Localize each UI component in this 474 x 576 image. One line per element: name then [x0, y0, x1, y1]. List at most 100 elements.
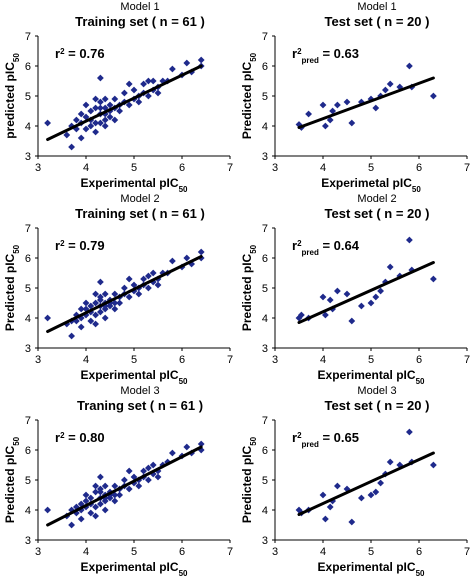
y-tick-label: 3 [25, 151, 31, 163]
data-point [348, 518, 356, 526]
data-point [125, 80, 133, 88]
y-axis-label: Predicted pIC50 [3, 436, 21, 523]
x-tick-label: 5 [368, 354, 374, 366]
data-point [326, 503, 334, 511]
y-tick-label: 4 [262, 505, 268, 517]
y-tick-label: 6 [262, 445, 268, 457]
data-point [322, 311, 329, 319]
data-point [358, 494, 365, 502]
data-point [135, 98, 143, 106]
data-point [73, 116, 80, 124]
y-tick-label: 7 [262, 415, 268, 427]
x-tick-label: 4 [320, 162, 326, 174]
regression-line [297, 451, 435, 516]
data-point [68, 506, 75, 514]
data-point [125, 467, 133, 475]
x-tick-label: 3 [272, 354, 278, 366]
data-point [97, 473, 104, 481]
x-tick-label: 4 [83, 162, 89, 174]
data-point [121, 476, 128, 484]
data-point [319, 101, 327, 109]
y-tick-label: 6 [25, 253, 31, 265]
data-point [319, 293, 327, 301]
data-point [101, 506, 109, 514]
y-tick-label: 7 [262, 223, 268, 235]
y-axis-label: Predicted pIC50 [240, 52, 258, 139]
r-squared-annotation: r2pred = 0.64 [292, 238, 360, 257]
x-axis-label: Experimental pIC50 [81, 560, 188, 576]
data-point [295, 506, 303, 514]
x-tick-label: 5 [368, 546, 374, 558]
scatter-panel-3: Model 2 Training set ( n = 61 ) 3 4 5 6 7 3 4 5 6 7… [0, 192, 237, 386]
data-point [430, 461, 437, 469]
x-tick-label: 5 [131, 354, 137, 366]
r-squared-annotation: r2pred = 0.65 [292, 430, 359, 449]
data-point [169, 449, 176, 457]
y-tick-label: 5 [262, 91, 268, 103]
data-point [169, 65, 176, 73]
x-tick-label: 5 [131, 546, 137, 558]
data-point [68, 332, 75, 340]
data-point [44, 314, 51, 322]
data-point [343, 290, 351, 298]
data-point [372, 104, 380, 112]
data-point [106, 101, 114, 109]
scatter-panel-2: Model 1 Test set ( n = 20 ) 3 4 5 6 7 3 4 5 6 7 Expe… [237, 0, 474, 194]
r-squared-annotation: r2pred = 0.63 [292, 46, 359, 65]
data-point [197, 56, 205, 64]
data-point [82, 125, 90, 133]
data-point [334, 287, 341, 295]
y-axis-label: Predicted pIC50 [240, 244, 258, 331]
chart-title: Test set ( n = 20 ) [325, 398, 430, 413]
y-tick-label: 5 [25, 91, 31, 103]
data-point [68, 143, 75, 151]
y-axis-label: predicted pIC50 [3, 53, 21, 139]
regression-line [297, 261, 435, 324]
data-point [92, 512, 99, 520]
data-point [97, 278, 104, 286]
y-tick-label: 3 [25, 535, 31, 547]
model-label: Model 1 [120, 1, 159, 13]
chart-title: Test set ( n = 20 ) [325, 14, 430, 29]
data-point [319, 491, 327, 499]
data-point [101, 314, 109, 322]
y-tick-label: 7 [25, 415, 31, 427]
x-tick-label: 7 [464, 162, 470, 174]
data-point [101, 95, 109, 103]
x-tick-label: 6 [179, 354, 185, 366]
scatter-panel-6: Model 3 Test set ( n = 20 ) 3 4 5 6 7 3 4 5 6 7 Expe… [237, 384, 474, 576]
data-point [111, 95, 119, 103]
x-tick-label: 4 [83, 546, 89, 558]
chart-title: Training set ( n = 61 ) [75, 206, 205, 221]
r-squared-annotation: r2 = 0.80 [55, 430, 105, 445]
data-point [386, 458, 394, 466]
data-point [377, 287, 384, 295]
regression-line [46, 64, 203, 141]
data-point [406, 62, 413, 70]
data-point [169, 257, 176, 265]
regression-line [46, 445, 203, 527]
data-point [145, 77, 152, 85]
regression-line [297, 76, 435, 129]
x-tick-label: 3 [272, 546, 278, 558]
data-point [121, 284, 128, 292]
x-tick-label: 6 [416, 162, 422, 174]
y-tick-label: 5 [262, 475, 268, 487]
y-tick-label: 5 [25, 475, 31, 487]
x-tick-label: 7 [227, 162, 233, 174]
y-axis-label: Predicted pIC50 [240, 436, 258, 523]
x-tick-label: 3 [272, 162, 278, 174]
data-point [382, 86, 389, 94]
data-point [358, 302, 365, 310]
model-label: Model 2 [357, 193, 396, 205]
data-point [372, 293, 380, 301]
scatter-panel-5: Model 3 Traning set ( n = 61 ) 3 4 5 6 7 3 4 5 6 7 E… [0, 384, 237, 576]
y-tick-label: 6 [25, 445, 31, 457]
data-point [183, 59, 191, 67]
data-point [183, 254, 191, 262]
y-tick-label: 4 [25, 505, 31, 517]
y-tick-label: 7 [25, 31, 31, 43]
data-point [97, 104, 104, 112]
